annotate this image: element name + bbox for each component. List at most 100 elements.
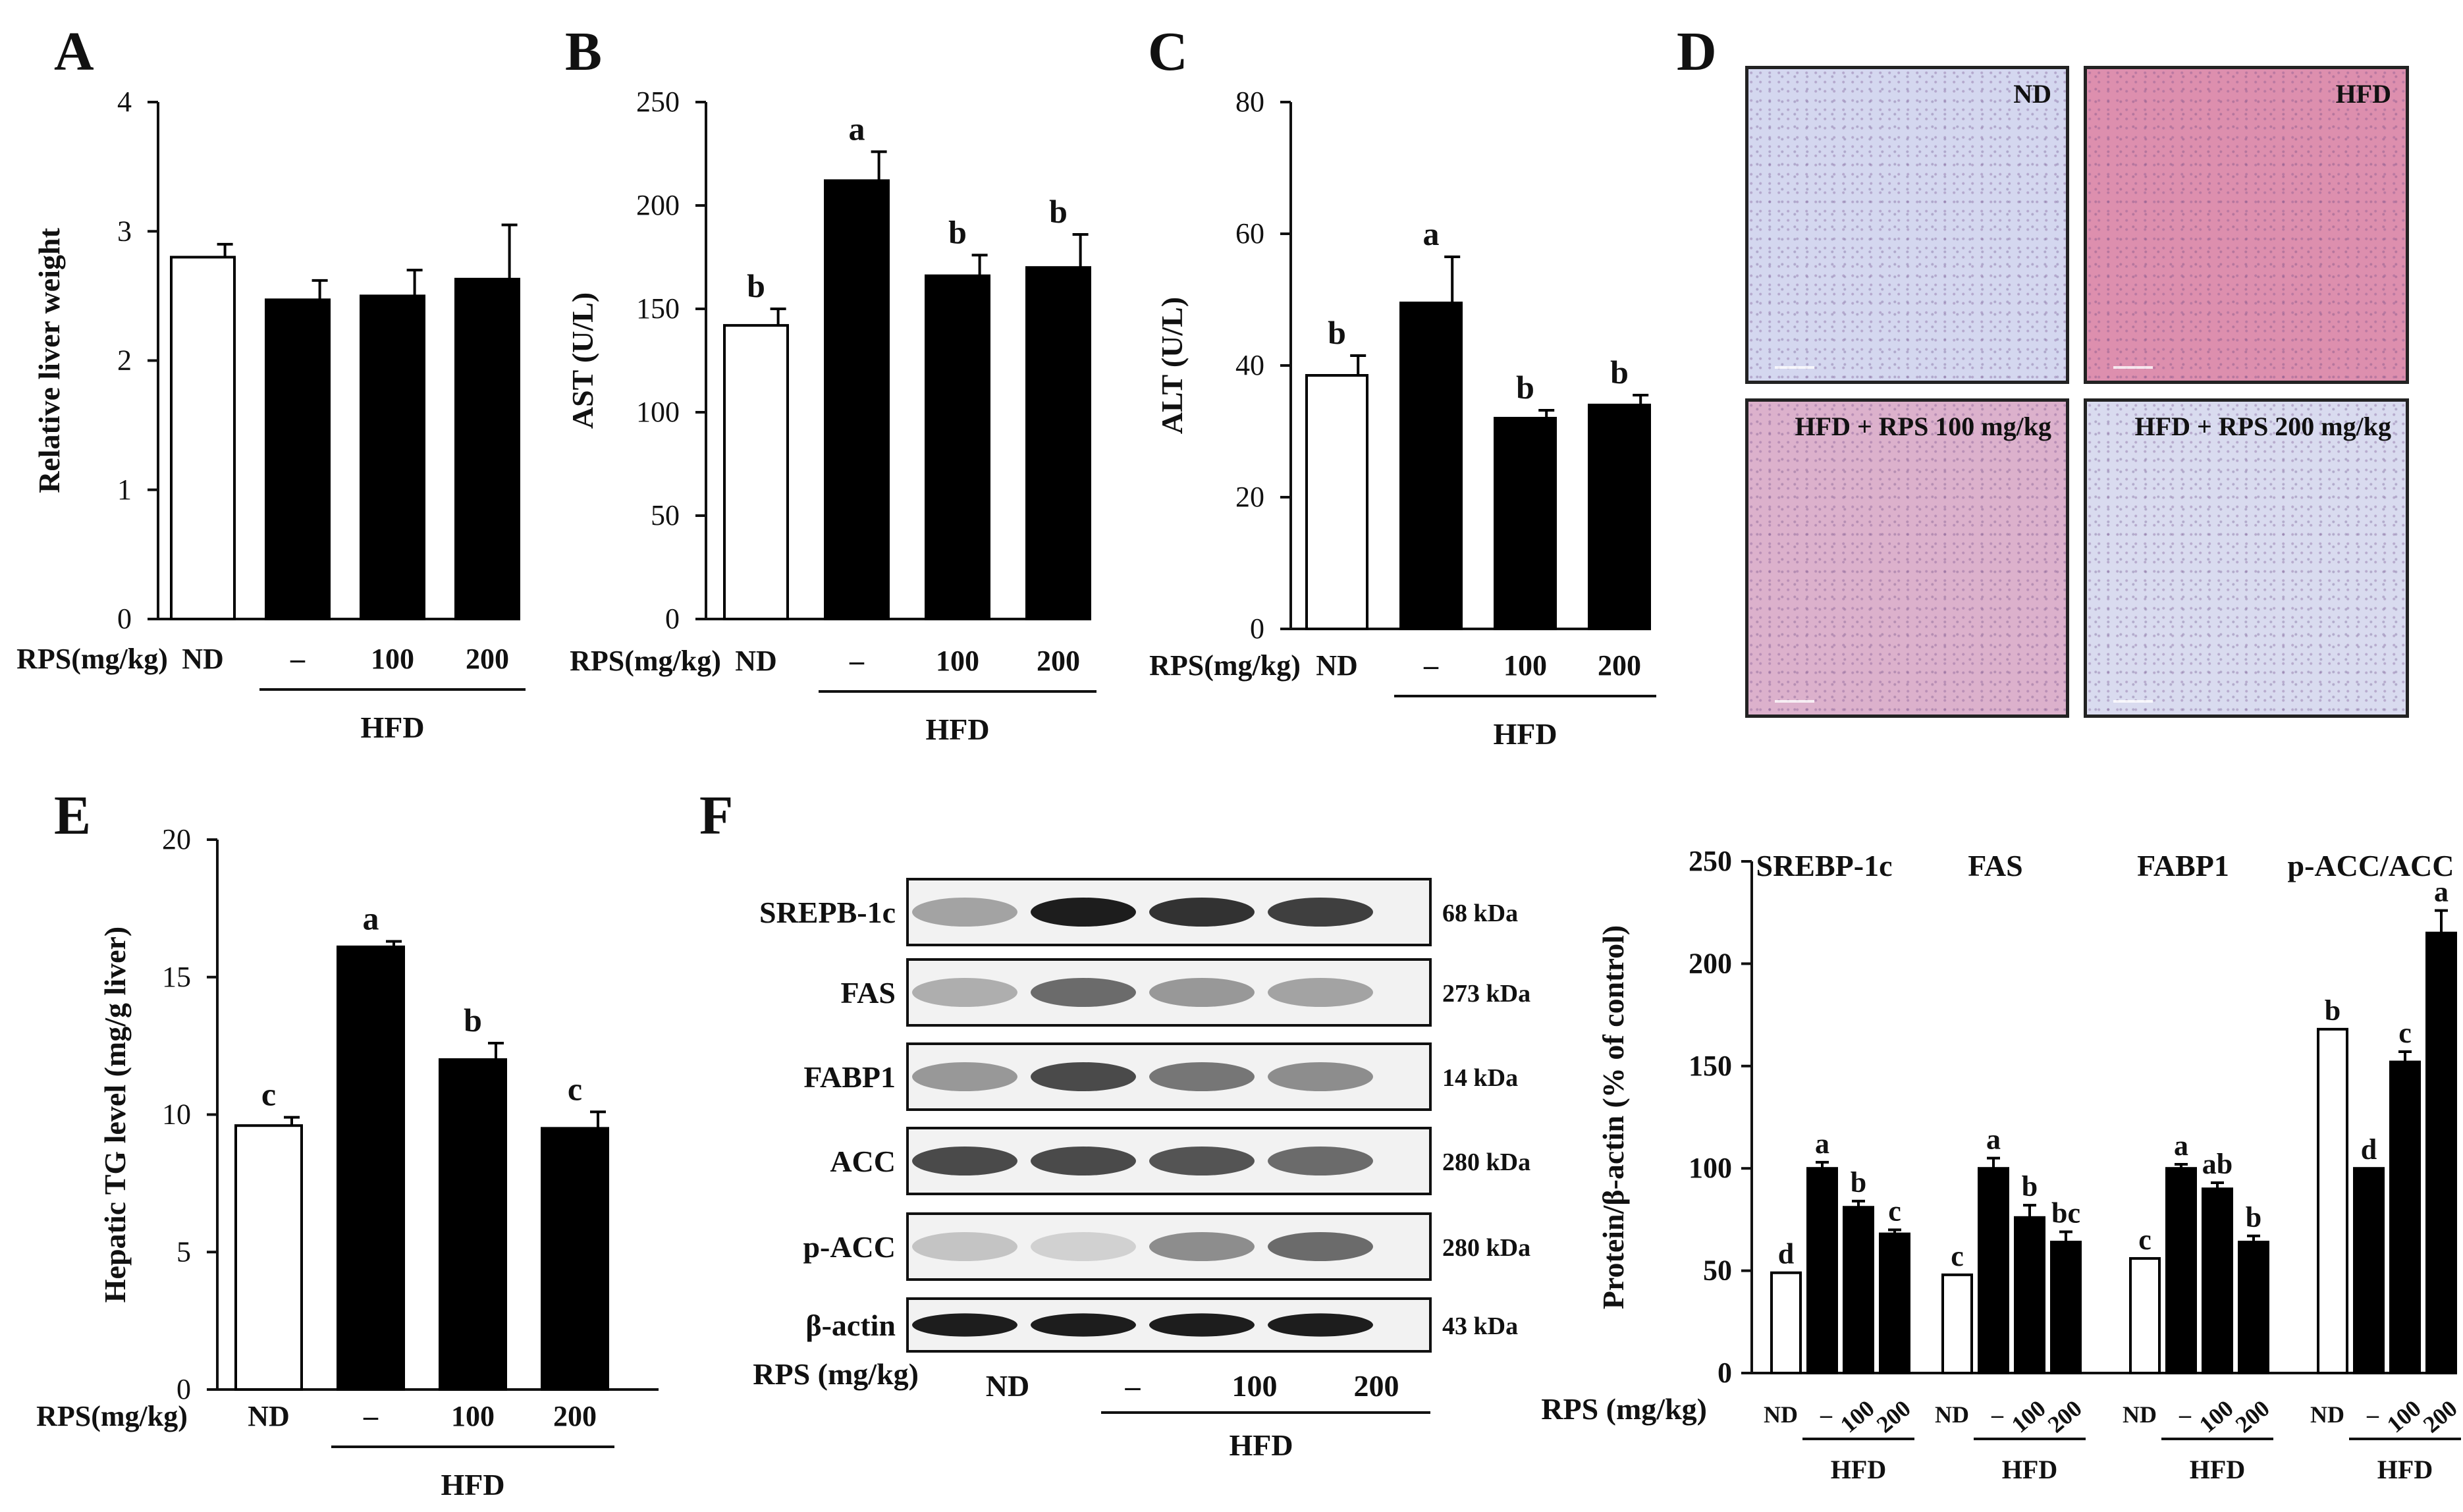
y-tick-label: 50 <box>651 499 680 531</box>
hfd-label: HFD <box>360 711 424 744</box>
bar <box>2129 1256 2161 1375</box>
panel-label-e: E <box>54 785 92 846</box>
bar <box>1399 302 1463 630</box>
x-tick-label: ND <box>182 643 224 675</box>
x-tick-label: 200 <box>1037 645 1080 677</box>
significance-letter: d <box>1778 1238 1794 1270</box>
hfd-label: HFD <box>2002 1455 2057 1484</box>
blot-protein-label: p-ACC <box>803 1230 896 1264</box>
significance-letter: b <box>2246 1201 2261 1233</box>
blot-band <box>1149 1313 1255 1337</box>
bar <box>1305 374 1368 630</box>
bar <box>234 1124 303 1391</box>
y-tick-label: 60 <box>1235 217 1264 250</box>
blot-lane-label: 100 <box>1232 1369 1278 1403</box>
significance-letter: b <box>2325 994 2341 1027</box>
bar <box>2389 1060 2421 1374</box>
y-tick-label: 20 <box>1235 481 1264 513</box>
x-tick-label: ND <box>2123 1401 2157 1428</box>
blot-band <box>912 1062 1017 1091</box>
micrograph-hfd: HFD <box>2084 66 2409 384</box>
x-tick-label: 200 <box>1872 1395 1916 1438</box>
bar <box>925 274 990 620</box>
y-tick-label: 10 <box>162 1098 191 1131</box>
bar <box>170 256 236 620</box>
hfd-label: HFD <box>2377 1455 2433 1484</box>
y-tick-label: 0 <box>117 603 132 635</box>
blot-band <box>1149 1062 1255 1091</box>
y-tick-label: 0 <box>1718 1357 1732 1389</box>
significance-letter: c <box>261 1076 276 1113</box>
bar <box>360 294 425 620</box>
x-tick-label: – <box>1820 1401 1833 1428</box>
y-tick-label: 50 <box>1703 1255 1732 1287</box>
y-tick-label: 250 <box>636 86 680 118</box>
x-tick-label: 200 <box>2418 1395 2462 1438</box>
significance-letter: b <box>1328 314 1346 351</box>
significance-letter: b <box>464 1002 482 1039</box>
rps-axis-label: RPS(mg/kg) <box>570 645 721 677</box>
x-tick-label: – <box>849 645 865 677</box>
x-tick-label: 200 <box>1598 649 1641 682</box>
bar <box>1025 266 1091 620</box>
blot-lane-label: – <box>1125 1369 1141 1403</box>
group-title: SREBP-1c <box>1756 849 1893 882</box>
rps-axis-label: RPS(mg/kg) <box>36 1400 188 1432</box>
x-tick-label: 100 <box>1503 649 1547 682</box>
y-tick-label: 150 <box>1689 1050 1732 1082</box>
bar <box>1843 1206 1874 1374</box>
bar <box>1941 1273 1973 1375</box>
blot-size-label: 14 kDa <box>1442 1064 1518 1092</box>
blot-hfd-label: HFD <box>1229 1428 1293 1462</box>
micrograph-hfd-rps200: HFD + RPS 200 mg/kg <box>2084 398 2409 718</box>
x-tick-label: – <box>2179 1401 2192 1428</box>
blot-band <box>1268 1147 1373 1175</box>
blot-protein-label: ACC <box>830 1145 896 1178</box>
y-axis-label: Protein/β-actin (% of control) <box>1596 925 1630 1309</box>
y-tick-label: 0 <box>176 1373 191 1405</box>
bar <box>1770 1271 1802 1375</box>
x-tick-label: – <box>2366 1401 2379 1428</box>
bar <box>723 324 789 620</box>
blot-lane-label: 200 <box>1354 1369 1399 1403</box>
micrograph-hfd-rps100: HFD + RPS 100 mg/kg <box>1745 398 2069 718</box>
blot-band <box>1268 978 1373 1007</box>
micrograph-nd: ND <box>1745 66 2069 384</box>
y-axis-label: ALT (U/L) <box>1155 297 1189 434</box>
micrograph-label: HFD + RPS 100 mg/kg <box>1795 412 2051 441</box>
blot-band <box>912 978 1017 1007</box>
blot-protein-label: FAS <box>841 976 896 1010</box>
y-tick-label: 2 <box>117 344 132 377</box>
bar <box>1806 1167 1838 1374</box>
blot-band <box>1031 1313 1136 1337</box>
bar <box>541 1127 609 1391</box>
y-tick-label: 100 <box>1689 1152 1732 1184</box>
significance-letter: b <box>1610 354 1629 391</box>
blot-lane-label: ND <box>986 1369 1029 1403</box>
blot-size-label: 280 kDa <box>1442 1234 1530 1262</box>
y-tick-label: 200 <box>1689 947 1732 979</box>
blot-band <box>1149 898 1255 927</box>
rps-axis-label: RPS(mg/kg) <box>1149 649 1301 682</box>
significance-letter: d <box>2361 1133 2377 1166</box>
blot-band <box>912 898 1017 927</box>
hfd-label: HFD <box>1831 1455 1886 1484</box>
bar <box>1494 417 1557 630</box>
y-tick-label: 3 <box>117 215 132 247</box>
x-tick-label: 100 <box>936 645 979 677</box>
significance-letter: a <box>1815 1127 1829 1160</box>
panel-label-f: F <box>699 785 734 846</box>
x-tick-label: 200 <box>466 643 509 675</box>
significance-letter: a <box>1423 215 1440 252</box>
x-tick-label: ND <box>1316 649 1358 682</box>
bar <box>265 298 331 620</box>
significance-letter: bc <box>2051 1197 2080 1229</box>
x-tick-label: 100 <box>371 643 414 675</box>
significance-letter: c <box>568 1070 582 1107</box>
y-tick-label: 5 <box>176 1235 191 1268</box>
blot-band <box>1268 1313 1373 1337</box>
blot-frame <box>906 958 1432 1027</box>
significance-letter: b <box>1516 369 1534 406</box>
x-tick-label: ND <box>1764 1401 1798 1428</box>
blot-protein-label: β-actin <box>805 1309 896 1342</box>
